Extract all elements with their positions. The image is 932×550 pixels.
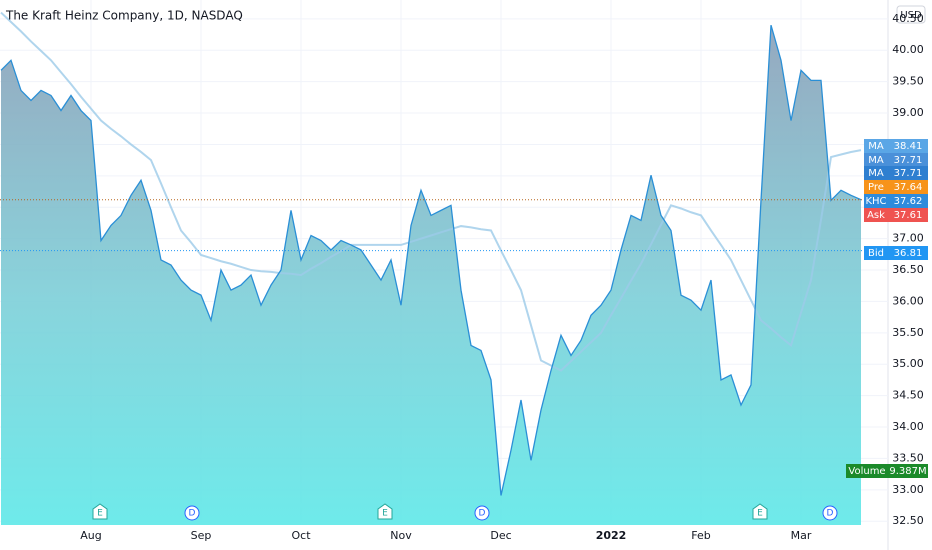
badge-label-bg [864, 194, 888, 208]
badge-label-bg [864, 153, 888, 167]
currency-box[interactable] [896, 5, 926, 24]
badge-value: 36.81 [894, 248, 923, 259]
badge-value-bg [888, 246, 928, 260]
badge-label-bg [864, 166, 888, 180]
badge-value-bg [888, 166, 928, 180]
event-icon [92, 503, 108, 520]
volume-badge: Volume 9.387M [846, 464, 928, 478]
y-tick-label: 35.50 [892, 326, 924, 339]
badge-value: 37.64 [894, 182, 923, 193]
event-marker[interactable]: E [752, 503, 768, 520]
price-badge: Pre 37.64 [864, 180, 928, 194]
y-tick-label: 34.00 [892, 420, 924, 433]
badge-value: 37.62 [894, 196, 923, 207]
y-tick-label: 40.00 [892, 43, 924, 56]
currency: USD [900, 10, 922, 21]
event-label: E [382, 509, 388, 519]
badge-label: KHC [865, 196, 886, 207]
y-tick-label: 37.00 [892, 232, 924, 245]
y-tick-label: 39.00 [892, 106, 924, 119]
price-badge: MA 38.41 [864, 139, 928, 153]
badge-value: 37.71 [894, 155, 923, 166]
x-tick-label: Aug [80, 529, 101, 542]
badge-value: 9.387M [889, 466, 926, 477]
y-tick-label: 34.50 [892, 389, 924, 402]
event-label: E [757, 509, 763, 519]
chart-title: The Kraft Heinz Company, 1D, NASDAQ [5, 9, 243, 23]
x-tick-label: Dec [490, 529, 511, 542]
badge-value-bg [888, 208, 928, 222]
badge-label: Ask [867, 210, 885, 221]
y-tick-label: 36.00 [892, 294, 924, 307]
y-tick-label: 36.50 [892, 263, 924, 276]
badge-label: Bid [868, 248, 884, 259]
badge-label: Pre [868, 182, 884, 193]
badge-label: MA [868, 168, 884, 179]
price-badge: Ask 37.61 [864, 208, 928, 222]
badge-label-bg [864, 180, 888, 194]
event-icon [377, 503, 393, 520]
y-tick-label: 32.50 [892, 514, 924, 527]
badge-value-bg [888, 180, 928, 194]
price-line [0, 24, 862, 496]
event-icon [184, 505, 200, 521]
y-tick-label: 33.00 [892, 483, 924, 496]
x-tick-label: Nov [390, 529, 412, 542]
x-tick-label: Sep [191, 529, 212, 542]
badge-label-bg [864, 246, 888, 260]
price-area [1, 25, 861, 525]
price-badge: MA 37.71 [864, 166, 928, 180]
event-marker[interactable]: E [92, 503, 108, 520]
event-marker[interactable]: D [822, 505, 838, 521]
event-label: D [189, 509, 196, 519]
badge-label-bg [864, 208, 888, 222]
event-marker[interactable]: D [184, 505, 200, 521]
badge-value-bg [888, 139, 928, 153]
event-icon [822, 505, 838, 521]
event-label: D [827, 509, 834, 519]
event-label: E [97, 509, 103, 519]
event-icon [752, 503, 768, 520]
event-icon [474, 505, 490, 521]
y-tick-label: 35.00 [892, 357, 924, 370]
badge-label: Volume [848, 466, 885, 477]
x-tick-label: Oct [291, 529, 311, 542]
badge-label: MA [868, 155, 884, 166]
x-tick-label: 2022 [596, 529, 627, 542]
y-tick-label: 33.50 [892, 451, 924, 464]
x-tick-label: Feb [691, 529, 710, 542]
event-label: D [479, 509, 486, 519]
badge-value-bg [888, 464, 928, 478]
badge-label: MA [868, 141, 884, 152]
badge-value: 38.41 [894, 141, 923, 152]
badge-value-bg [888, 194, 928, 208]
event-marker[interactable]: E [377, 503, 393, 520]
badge-value-bg [888, 153, 928, 167]
event-marker[interactable]: D [474, 505, 490, 521]
y-tick-label: 39.50 [892, 75, 924, 88]
ma-line [0, 11, 862, 372]
badge-label-bg [846, 464, 888, 478]
badge-value: 37.71 [894, 168, 923, 179]
price-badge: Bid 36.81 [864, 246, 928, 260]
price-badge: MA 37.71 [864, 153, 928, 167]
badge-value: 37.61 [894, 210, 923, 221]
badge-label-bg [864, 139, 888, 153]
x-tick-label: Mar [791, 529, 812, 542]
price-badge: KHC 37.62 [864, 194, 928, 208]
y-tick-label: 40.50 [892, 12, 924, 25]
